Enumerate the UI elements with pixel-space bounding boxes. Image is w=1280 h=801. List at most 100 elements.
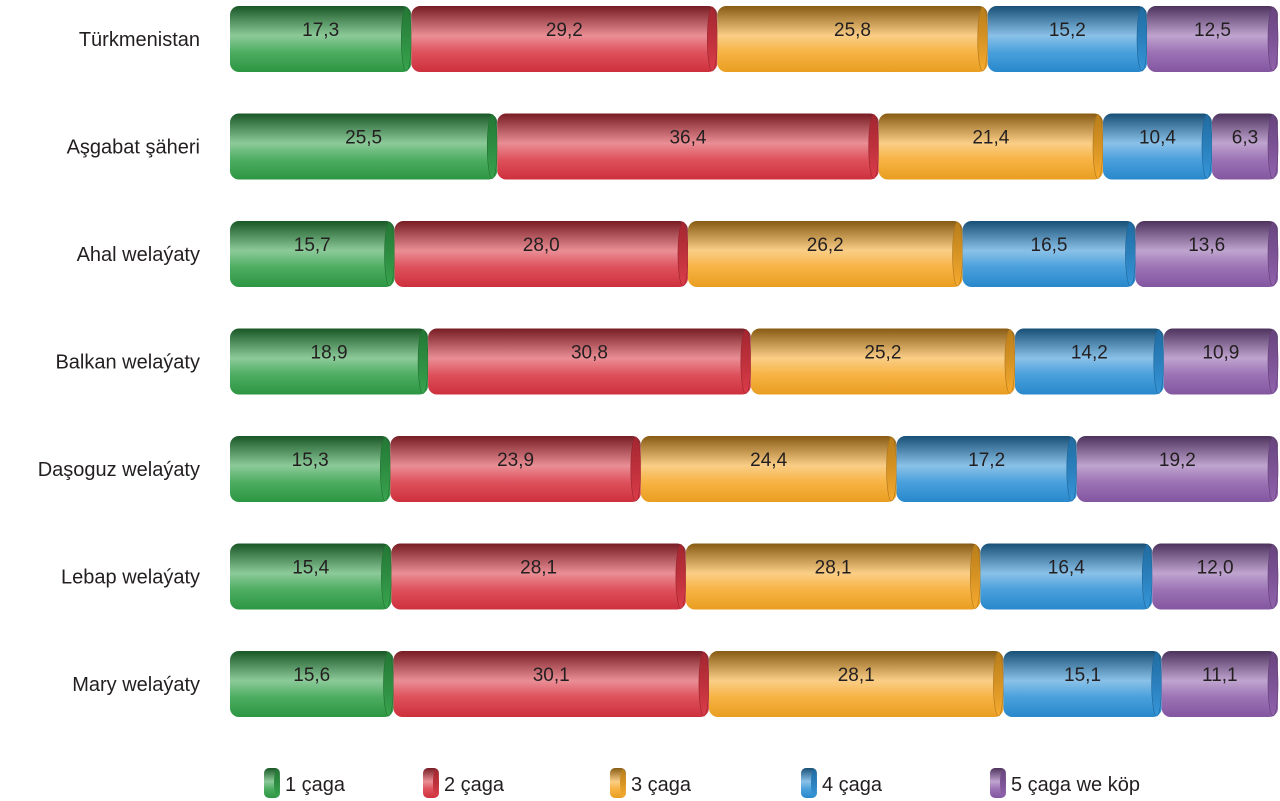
- bar-cap-4-c-aga-balkan-welay-aty: [1153, 329, 1165, 394]
- legend-swatch-cap: [620, 769, 626, 797]
- data-label-3-c-aga-das-oguz-welay-aty: 24,4: [750, 450, 787, 471]
- bar-segment-5-c-aga-we-ko-p: 6,3: [1211, 113, 1279, 180]
- bar-cap-5-c-aga-we-ko-p-balkan-welay-aty: [1267, 329, 1279, 394]
- data-label-3-c-aga-mary-welay-aty: 28,1: [838, 665, 875, 686]
- legend-swatch-cap: [433, 769, 439, 797]
- bar-cap-5-c-aga-we-ko-p-lebap-welay-aty: [1267, 544, 1279, 609]
- bar-segment-5-c-aga-we-ko-p: 12,0: [1152, 543, 1279, 610]
- bar-cap-5-c-aga-we-ko-p-ahal-welay-aty: [1267, 221, 1279, 287]
- bar-3-c-aga-lebap-welay-aty: [685, 543, 981, 610]
- bar-segment-2-c-aga: 28,1: [391, 543, 687, 610]
- bar-segment-3-c-aga: 24,4: [640, 436, 897, 502]
- data-label-1-c-aga-tu-rkmenistan: 17,3: [302, 20, 339, 41]
- bar-row-balkan-welay-aty: 18,9 30,8 25,2 14,2 10,9: [230, 328, 1279, 395]
- bar-cap-2-c-aga-ahal-welay-aty: [677, 221, 689, 287]
- bar-5-c-aga-we-ko-p-balkan-welay-aty: [1163, 328, 1278, 395]
- bar-segment-5-c-aga-we-ko-p: 10,9: [1163, 328, 1279, 395]
- bar-1-c-aga-balkan-welay-aty: [230, 328, 429, 395]
- bar-cap-2-c-aga-balkan-welay-aty: [740, 329, 752, 394]
- bar-4-c-aga-balkan-welay-aty: [1014, 328, 1164, 395]
- bar-row-tu-rkmenistan: 17,3 29,2 25,8 15,2 12,5: [230, 6, 1279, 72]
- bar-cap-3-c-aga-tu-rkmenistan: [977, 6, 989, 72]
- bar-cap-4-c-aga-lebap-welay-aty: [1141, 544, 1153, 609]
- bar-2-c-aga-tu-rkmenistan: [411, 6, 718, 72]
- bar-cap-1-c-aga-das-oguz-welay-aty: [380, 436, 391, 502]
- data-label-5-c-aga-we-ko-p-ahal-welay-aty: 13,6: [1188, 235, 1225, 256]
- bar-segment-1-c-aga: 18,9: [230, 328, 429, 395]
- bar-3-c-aga-tu-rkmenistan: [717, 6, 988, 72]
- data-label-4-c-aga-lebap-welay-aty: 16,4: [1048, 558, 1085, 579]
- data-label-4-c-aga-balkan-welay-aty: 14,2: [1071, 343, 1108, 364]
- bar-2-c-aga-lebap-welay-aty: [391, 543, 686, 610]
- legend-item-5-c-aga-we-ko-p: 5 çaga we köp: [990, 768, 1140, 798]
- bar-cap-2-c-aga-mary-welay-aty: [698, 651, 710, 717]
- bar-segment-3-c-aga: 28,1: [685, 543, 981, 610]
- bar-segment-2-c-aga: 30,1: [393, 651, 710, 717]
- bar-segment-1-c-aga: 15,3: [230, 436, 391, 502]
- bar-1-c-aga-tu-rkmenistan: [230, 6, 412, 72]
- data-label-2-c-aga-mary-welay-aty: 30,1: [533, 665, 570, 686]
- bar-cap-5-c-aga-we-ko-p-tu-rkmenistan: [1267, 6, 1279, 72]
- category-label-das-oguz-welay-aty: Daşoguz welaýaty: [38, 459, 200, 481]
- legend-label: 1 çaga: [285, 774, 346, 796]
- bar-segment-2-c-aga: 23,9: [390, 436, 642, 502]
- legend-item-2-c-aga: 2 çaga: [423, 768, 505, 798]
- bar-segment-5-c-aga-we-ko-p: 13,6: [1135, 221, 1279, 287]
- bar-cap-4-c-aga-tu-rkmenistan: [1136, 6, 1148, 72]
- bar-1-c-aga-lebap-welay-aty: [230, 543, 392, 610]
- bar-row-mary-welay-aty: 15,6 30,1 28,1 15,1 11,1: [230, 651, 1279, 717]
- bar-cap-4-c-aga-ahal-welay-aty: [1125, 221, 1136, 287]
- bar-cap-3-c-aga-lebap-welay-aty: [970, 544, 981, 609]
- bar-segment-4-c-aga: 10,4: [1102, 113, 1213, 180]
- bar-1-c-aga-das-oguz-welay-aty: [230, 436, 391, 502]
- bar-segment-1-c-aga: 25,5: [230, 113, 498, 180]
- data-label-5-c-aga-we-ko-p-balkan-welay-aty: 10,9: [1202, 343, 1239, 364]
- data-label-4-c-aga-tu-rkmenistan: 15,2: [1049, 20, 1086, 41]
- category-labels: Türkmenistan Aşgabat şäheri Ahal welaýaty B…: [38, 29, 200, 696]
- bar-row-ahal-welay-aty: 15,7 28,0 26,2 16,5 13,6: [230, 221, 1279, 287]
- bar-segment-4-c-aga: 14,2: [1014, 328, 1165, 395]
- data-label-2-c-aga-ahal-welay-aty: 28,0: [523, 235, 560, 256]
- bar-4-c-aga-tu-rkmenistan: [987, 6, 1147, 72]
- data-label-3-c-aga-balkan-welay-aty: 25,2: [864, 343, 901, 364]
- bar-cap-2-c-aga-das-oguz-welay-aty: [630, 436, 642, 502]
- data-label-3-c-aga-ahal-welay-aty: 26,2: [807, 235, 844, 256]
- bar-1-c-aga-ahal-welay-aty: [230, 221, 395, 287]
- data-label-5-c-aga-we-ko-p-tu-rkmenistan: 12,5: [1194, 20, 1231, 41]
- data-label-1-c-aga-balkan-welay-aty: 18,9: [311, 343, 348, 364]
- data-label-4-c-aga-as-gabat-s-a-heri: 10,4: [1139, 128, 1176, 149]
- bar-segment-1-c-aga: 15,6: [230, 651, 394, 717]
- data-label-5-c-aga-we-ko-p-mary-welay-aty: 11,1: [1202, 665, 1238, 686]
- bar-segment-4-c-aga: 15,1: [1003, 651, 1162, 717]
- bar-cap-5-c-aga-we-ko-p-mary-welay-aty: [1267, 651, 1279, 717]
- bar-4-c-aga-mary-welay-aty: [1003, 651, 1162, 717]
- bar-segment-5-c-aga-we-ko-p: 11,1: [1161, 651, 1279, 717]
- bar-cap-1-c-aga-balkan-welay-aty: [417, 329, 429, 394]
- data-label-5-c-aga-we-ko-p-lebap-welay-aty: 12,0: [1197, 558, 1234, 579]
- bar-cap-4-c-aga-as-gabat-s-a-heri: [1201, 114, 1213, 179]
- legend-swatch-cap: [274, 769, 280, 797]
- bar-segment-3-c-aga: 26,2: [687, 221, 963, 287]
- category-label-as-gabat-s-a-heri: Aşgabat şäheri: [67, 137, 200, 159]
- bar-5-c-aga-we-ko-p-das-oguz-welay-aty: [1076, 436, 1278, 502]
- bar-5-c-aga-we-ko-p-ahal-welay-aty: [1135, 221, 1278, 287]
- category-label-balkan-welay-aty: Balkan welaýaty: [55, 352, 200, 374]
- bar-segment-3-c-aga: 21,4: [878, 113, 1104, 180]
- bar-segment-4-c-aga: 16,4: [980, 543, 1153, 610]
- bar-5-c-aga-we-ko-p-tu-rkmenistan: [1147, 6, 1278, 72]
- data-label-3-c-aga-tu-rkmenistan: 25,8: [834, 20, 871, 41]
- legend-label: 3 çaga: [631, 774, 692, 796]
- bar-2-c-aga-das-oguz-welay-aty: [390, 436, 641, 502]
- bar-cap-1-c-aga-as-gabat-s-a-heri: [486, 114, 498, 179]
- data-label-4-c-aga-mary-welay-aty: 15,1: [1064, 665, 1101, 686]
- data-label-3-c-aga-lebap-welay-aty: 28,1: [815, 558, 852, 579]
- legend-item-3-c-aga: 3 çaga: [610, 768, 692, 798]
- bar-segment-1-c-aga: 17,3: [230, 6, 412, 72]
- bar-5-c-aga-we-ko-p-lebap-welay-aty: [1152, 543, 1278, 610]
- bar-5-c-aga-we-ko-p-as-gabat-s-a-heri: [1211, 113, 1278, 180]
- category-label-mary-welay-aty: Mary welaýaty: [72, 674, 200, 696]
- bar-segment-5-c-aga-we-ko-p: 19,2: [1076, 436, 1279, 502]
- bar-5-c-aga-we-ko-p-mary-welay-aty: [1161, 651, 1278, 717]
- bar-segment-2-c-aga: 28,0: [394, 221, 689, 287]
- bar-4-c-aga-lebap-welay-aty: [980, 543, 1153, 610]
